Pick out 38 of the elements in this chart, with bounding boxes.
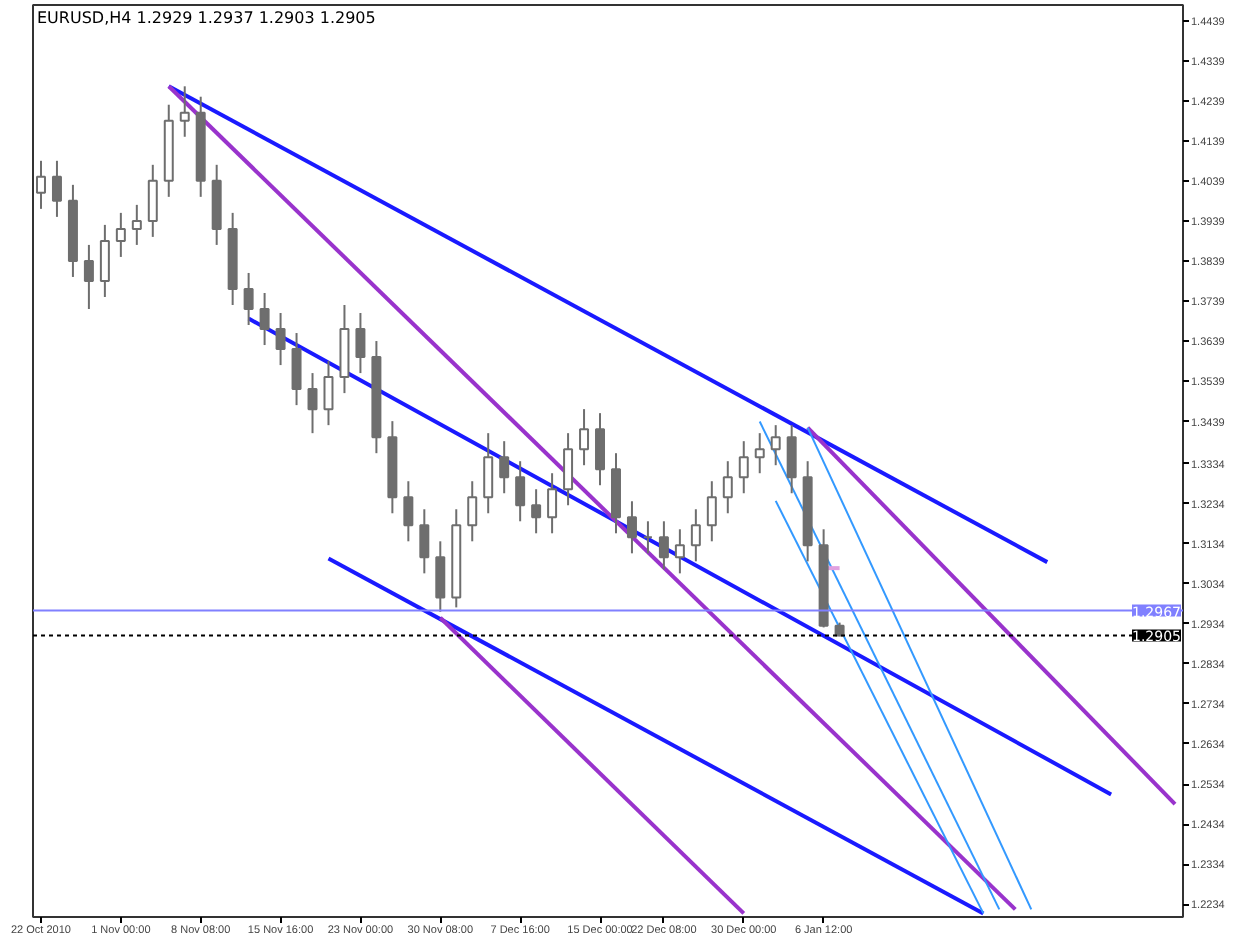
candlestick xyxy=(658,520,669,571)
candlestick xyxy=(99,223,110,298)
candlestick xyxy=(147,163,158,238)
candlestick xyxy=(291,332,302,407)
candlestick xyxy=(674,528,685,575)
candlestick xyxy=(307,372,318,435)
chart-title: EURUSD,H4 1.2929 1.2937 1.2903 1.2905 xyxy=(37,9,376,27)
candlestick xyxy=(179,85,190,138)
candlestick xyxy=(563,432,574,507)
candlestick xyxy=(483,432,494,515)
candlestick xyxy=(259,291,270,347)
candlestick xyxy=(547,472,558,535)
candlestick xyxy=(403,480,414,543)
candlestick xyxy=(579,408,590,467)
candlestick xyxy=(131,203,142,246)
candlestick xyxy=(243,271,254,327)
candlestick xyxy=(275,312,286,367)
candlestick xyxy=(51,159,62,218)
candlestick xyxy=(83,243,94,310)
candlestick xyxy=(786,424,797,495)
candlestick xyxy=(115,211,126,258)
candlestick xyxy=(626,500,637,555)
candlestick xyxy=(323,360,334,427)
candlestick xyxy=(435,540,446,613)
candlestick xyxy=(706,480,717,543)
candlestick xyxy=(531,488,542,535)
candlestick xyxy=(754,432,765,475)
candlestick xyxy=(499,440,510,495)
candlestick xyxy=(690,508,701,563)
candlestick xyxy=(467,480,478,543)
candlestick xyxy=(419,508,430,575)
candlestick xyxy=(770,424,781,467)
candlestick xyxy=(722,460,733,515)
candlestick xyxy=(595,412,606,487)
candlestick xyxy=(515,460,526,523)
candlestick xyxy=(738,440,749,495)
candlestick xyxy=(35,159,46,210)
candlestick xyxy=(355,312,366,375)
